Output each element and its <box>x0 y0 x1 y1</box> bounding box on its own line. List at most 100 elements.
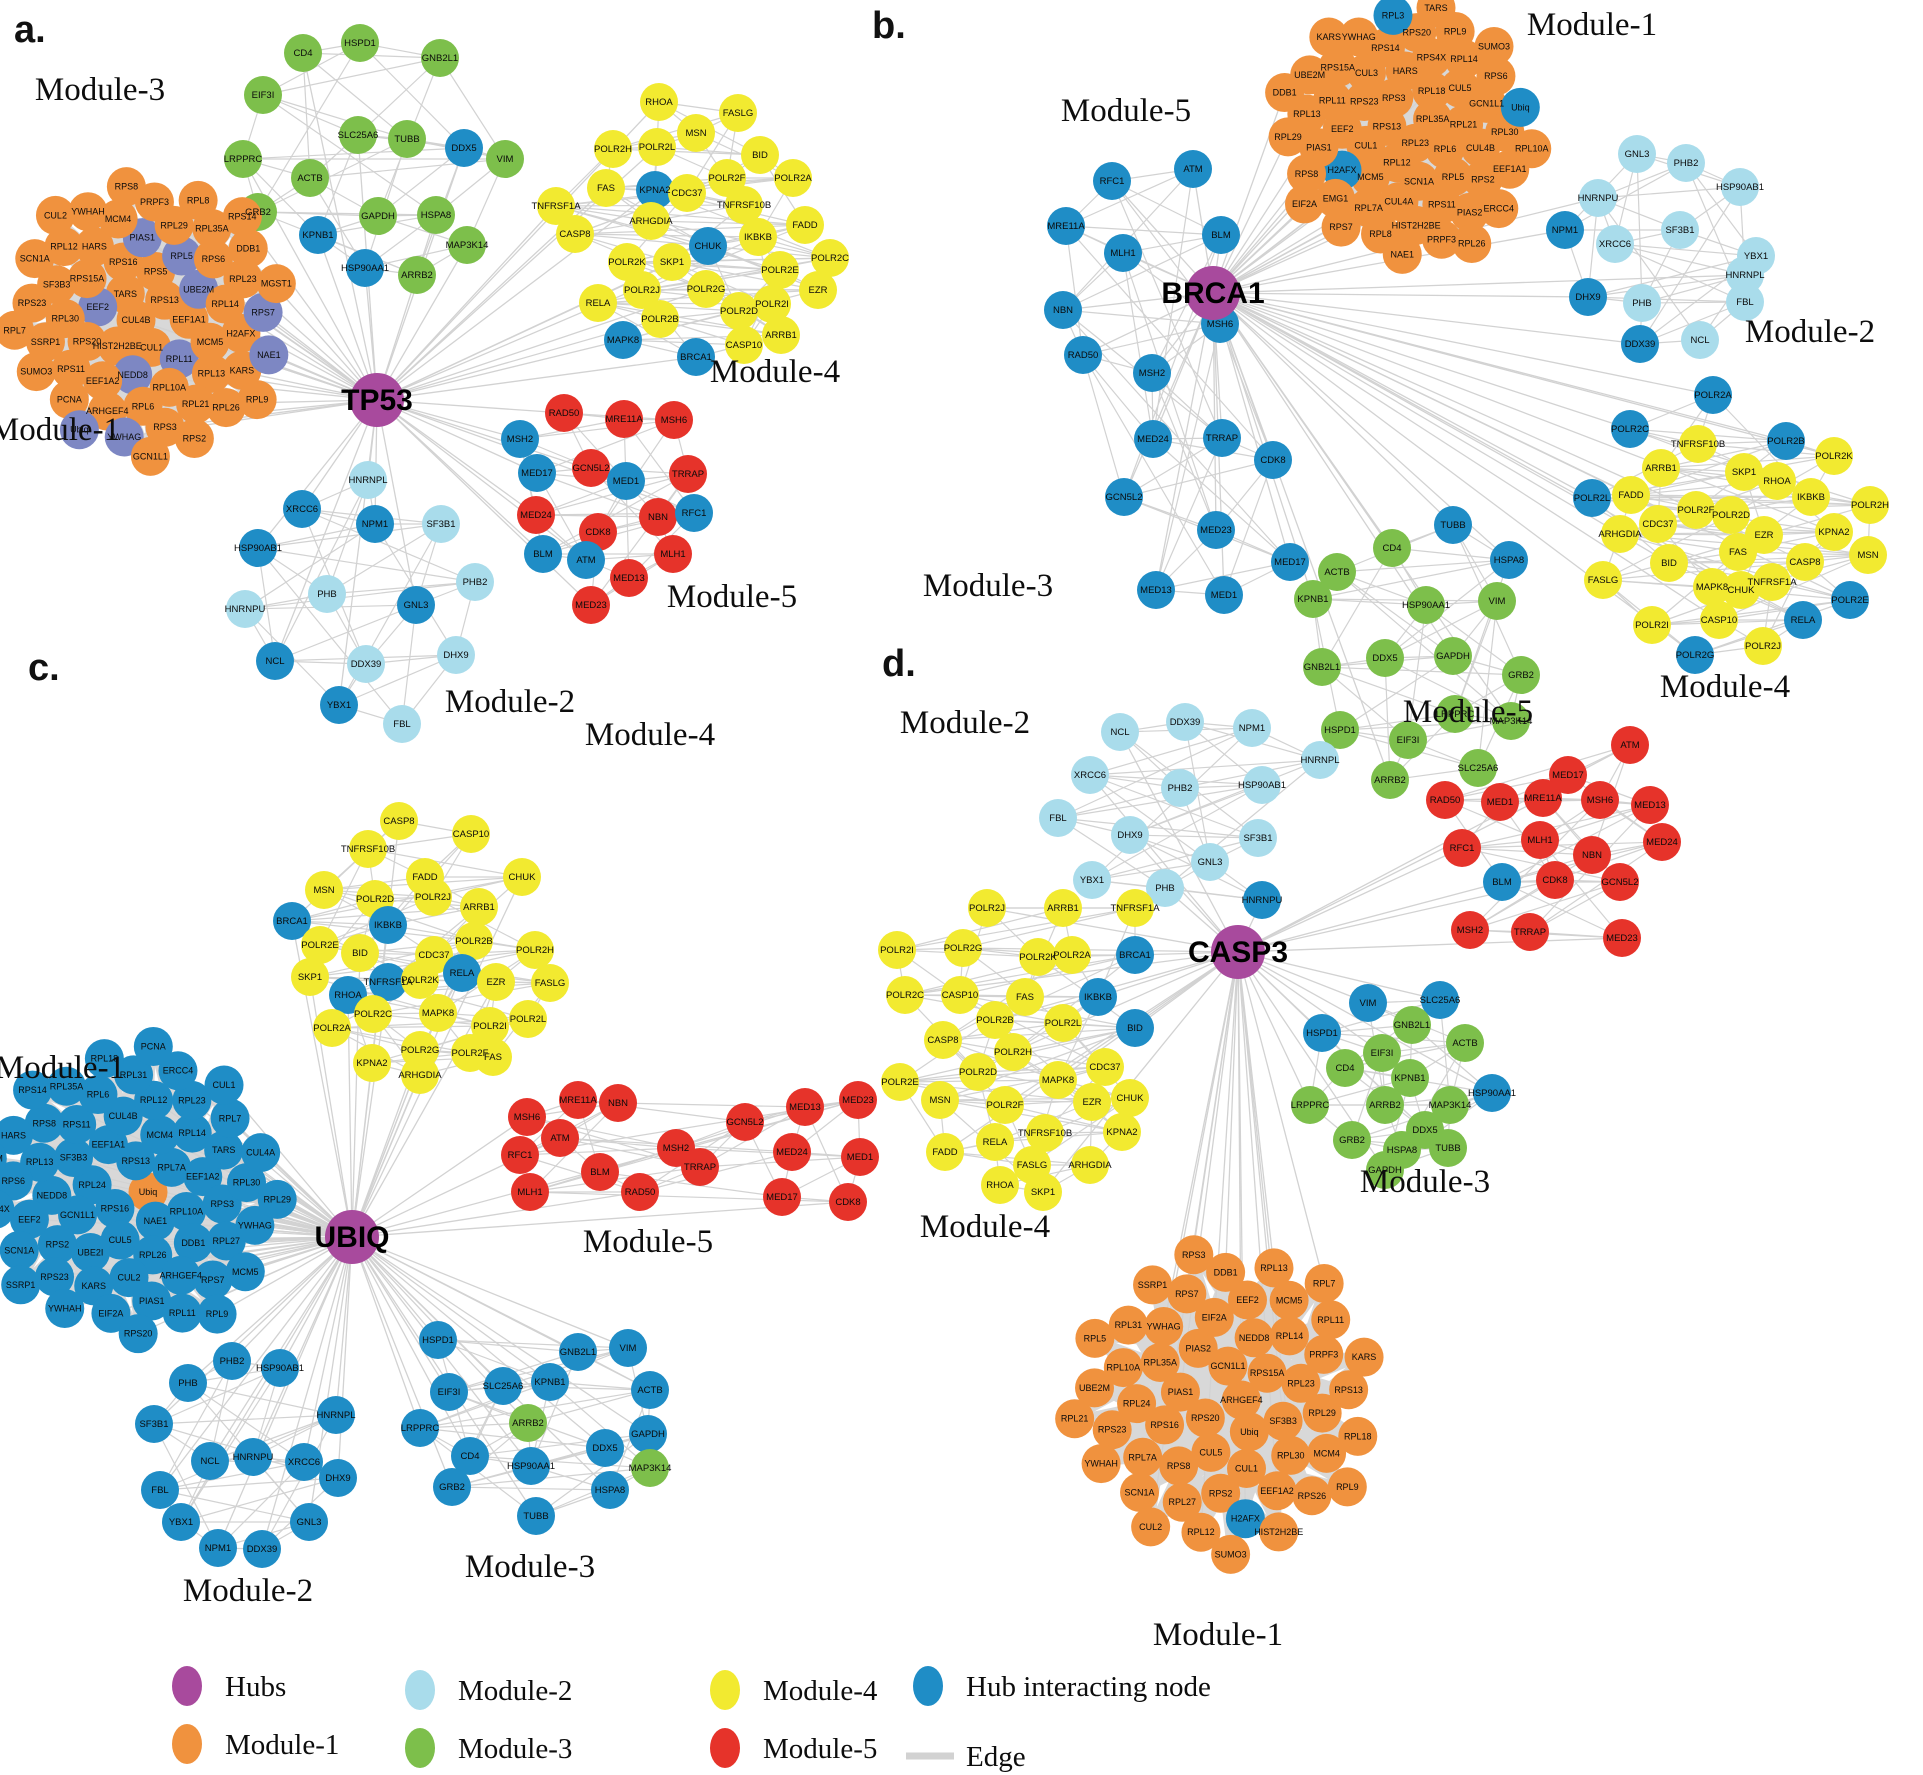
node-ERCC4[interactable] <box>158 1051 198 1091</box>
node-RPS15A[interactable] <box>67 259 107 299</box>
node-RPL31[interactable] <box>1108 1305 1148 1345</box>
node-TRRAP[interactable] <box>669 455 707 493</box>
node-POLR2I[interactable] <box>878 931 916 969</box>
node-MAPK8[interactable] <box>604 321 642 359</box>
node-RPL31[interactable] <box>114 1055 154 1095</box>
node-ERCC4[interactable] <box>1479 189 1519 229</box>
node-NEDD8[interactable] <box>113 355 153 395</box>
node-POLR2C[interactable] <box>886 976 924 1014</box>
node-DDB1[interactable] <box>1206 1252 1246 1292</box>
node-MED1[interactable] <box>1481 783 1519 821</box>
node-BID[interactable] <box>741 136 779 174</box>
node-EEF2[interactable] <box>1227 1280 1267 1320</box>
node-POLR2H[interactable] <box>994 1033 1032 1071</box>
node-PIAS2[interactable] <box>1178 1328 1218 1368</box>
node-RPL23[interactable] <box>223 259 263 299</box>
node-KPNB1[interactable] <box>531 1363 569 1401</box>
node-EZR[interactable] <box>799 271 837 309</box>
node-CUL4A[interactable] <box>241 1133 281 1173</box>
node-TNFRSF1A[interactable] <box>1116 889 1154 927</box>
node-RPL18[interactable] <box>1412 71 1452 111</box>
node-MED24[interactable] <box>1134 420 1172 458</box>
node-MSN[interactable] <box>1849 536 1887 574</box>
node-RPS23[interactable] <box>1344 82 1384 122</box>
node-MED17[interactable] <box>518 454 556 492</box>
node-KPNA2[interactable] <box>1815 513 1853 551</box>
node-YBX1[interactable] <box>320 686 358 724</box>
node-HSP90AB1[interactable] <box>1721 168 1759 206</box>
node-RELA[interactable] <box>976 1123 1014 1161</box>
node-SUMO3[interactable] <box>1474 27 1514 67</box>
node-GAPDH[interactable] <box>1434 637 1472 675</box>
node-DDB1[interactable] <box>173 1223 213 1263</box>
node-YWHAH[interactable] <box>1081 1444 1121 1484</box>
node-CASP10[interactable] <box>1700 601 1738 639</box>
node-POLR2A[interactable] <box>1053 936 1091 974</box>
node-SCN1A[interactable] <box>0 1230 39 1270</box>
node-MGST1[interactable] <box>256 264 296 304</box>
node-SCN1A[interactable] <box>1120 1472 1160 1512</box>
node-GNB2L1[interactable] <box>1393 1006 1431 1044</box>
node-RPS14[interactable] <box>13 1070 53 1110</box>
node-NPM1[interactable] <box>1233 709 1271 747</box>
node-MED23[interactable] <box>1603 919 1641 957</box>
node-SLC25A6[interactable] <box>484 1367 522 1405</box>
node-RPS2[interactable] <box>37 1225 77 1265</box>
node-MED13[interactable] <box>610 559 648 597</box>
node-ACTB[interactable] <box>291 159 329 197</box>
node-SSRP1[interactable] <box>1133 1265 1173 1305</box>
node-EEF1A2[interactable] <box>1257 1471 1297 1511</box>
node-POLR2I[interactable] <box>471 1007 509 1045</box>
node-RPS7[interactable] <box>1321 207 1361 247</box>
node-ACTB[interactable] <box>631 1371 669 1409</box>
node-RPL5[interactable] <box>162 236 202 276</box>
node-CASP8[interactable] <box>924 1021 962 1059</box>
node-RPS8[interactable] <box>1159 1446 1199 1486</box>
node-RAD50[interactable] <box>621 1173 659 1211</box>
node-EIF3I[interactable] <box>430 1373 468 1411</box>
node-SF3B1[interactable] <box>1239 819 1277 857</box>
node-DHX9[interactable] <box>1569 278 1607 316</box>
node-BRCA1[interactable] <box>677 338 715 376</box>
node-POLR2J[interactable] <box>414 878 452 916</box>
node-LRPPRC[interactable] <box>1291 1086 1329 1124</box>
node-RPL26[interactable] <box>206 388 246 428</box>
node-TUBB[interactable] <box>517 1497 555 1535</box>
node-MED1[interactable] <box>607 462 645 500</box>
node-BID[interactable] <box>341 934 379 972</box>
node-NEDD8[interactable] <box>1234 1318 1274 1358</box>
node-CDC37[interactable] <box>1639 505 1677 543</box>
node-MSN[interactable] <box>305 871 343 909</box>
node-YWHAG[interactable] <box>1339 17 1379 57</box>
node-MRE11A[interactable] <box>1524 779 1562 817</box>
node-SLC25A6[interactable] <box>1421 981 1459 1019</box>
node-MED24[interactable] <box>1643 823 1681 861</box>
node-BRCA1[interactable] <box>1116 936 1154 974</box>
node-BID[interactable] <box>1116 1009 1154 1047</box>
node-DDX39[interactable] <box>1621 325 1659 363</box>
node-PHB2[interactable] <box>1667 144 1705 182</box>
node-MAP3K14[interactable] <box>1431 1086 1469 1124</box>
node-BLM[interactable] <box>524 535 562 573</box>
node-CHUK[interactable] <box>689 227 727 265</box>
node-EIF3I[interactable] <box>1389 721 1427 759</box>
node-MCM5[interactable] <box>190 322 230 362</box>
node-MRE11A[interactable] <box>559 1081 597 1119</box>
node-SSRP1[interactable] <box>1 1265 41 1305</box>
node-ARHGEF4[interactable] <box>161 1255 201 1295</box>
node-MSN[interactable] <box>677 114 715 152</box>
node-EEF1A2[interactable] <box>83 361 123 401</box>
node-RPS6[interactable] <box>1476 56 1516 96</box>
node-SUMO3[interactable] <box>1211 1534 1251 1574</box>
node-POLR2A[interactable] <box>774 159 812 197</box>
node-IKBKB[interactable] <box>1792 478 1830 516</box>
node-POLR2E[interactable] <box>1831 581 1869 619</box>
node-PIAS1[interactable] <box>1160 1372 1200 1412</box>
node-EEF2[interactable] <box>9 1199 49 1239</box>
node-POLR2K[interactable] <box>1815 437 1853 475</box>
node-RPS6[interactable] <box>0 1161 33 1201</box>
node-RHOA[interactable] <box>1758 462 1796 500</box>
node-PHB[interactable] <box>1146 869 1184 907</box>
node-RFC1[interactable] <box>675 494 713 532</box>
node-GCN5L2[interactable] <box>1601 863 1639 901</box>
